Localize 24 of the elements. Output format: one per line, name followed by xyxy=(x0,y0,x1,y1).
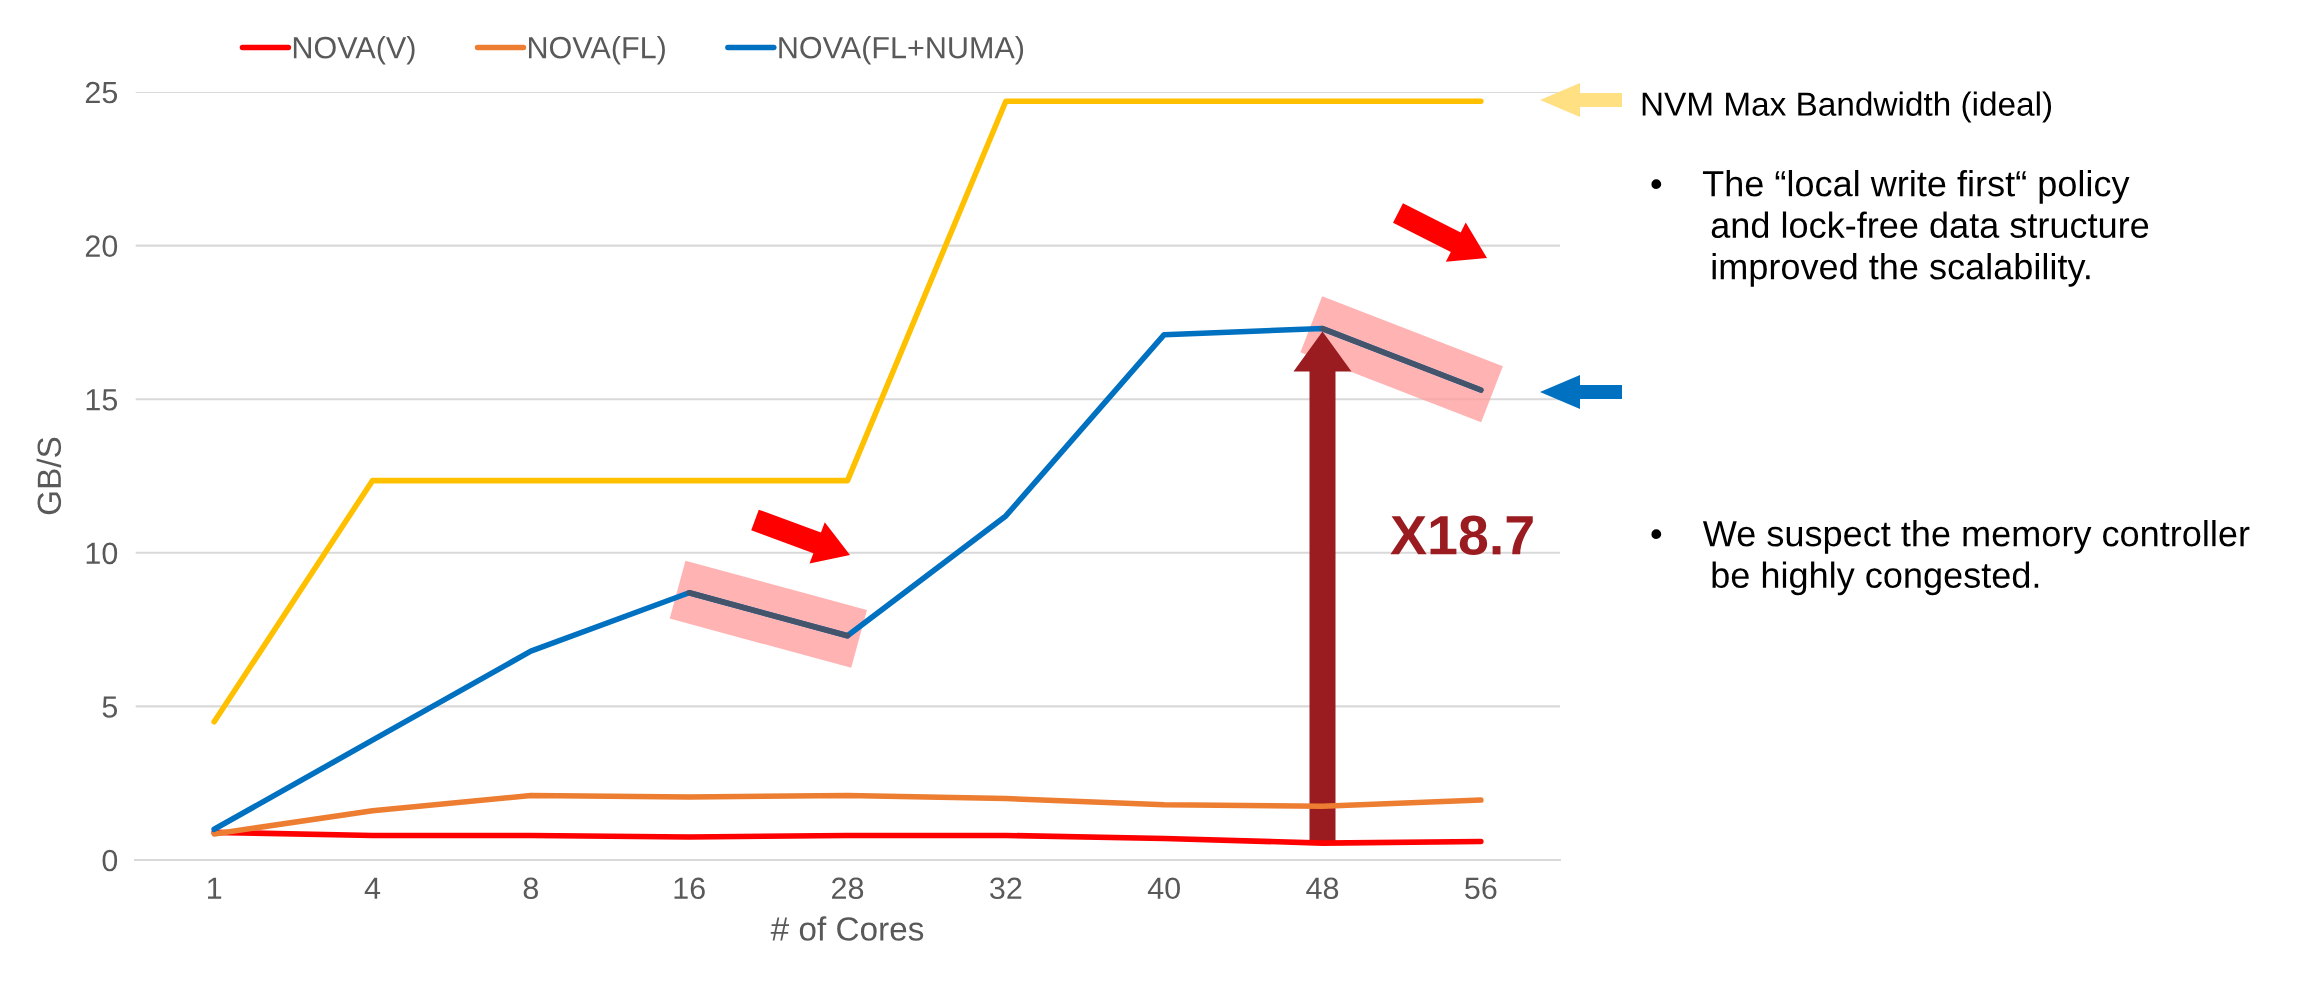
annotation: X18.7 xyxy=(1390,515,1533,555)
legend-label: NOVA(FL+NUMA) xyxy=(779,36,1024,65)
y-axis-title: GB/S xyxy=(36,437,62,515)
legend-label: NOVA(V) xyxy=(293,36,415,65)
x-tick-label: 48 xyxy=(1306,877,1339,900)
x-tick-label: 1 xyxy=(208,877,222,899)
x-tick-label: 28 xyxy=(832,877,864,900)
text: NVM Max Bandwidth (ideal) xyxy=(1642,91,2052,123)
y-tick-label: 20 xyxy=(85,235,118,257)
y-tick-label: 15 xyxy=(86,389,118,411)
x-tick-label: 32 xyxy=(990,877,1022,900)
legend-label: NOVA(FL) xyxy=(528,36,665,65)
x-tick-label: 8 xyxy=(523,877,538,900)
text: • The “local write first“ policy and lock-free data structure improved the scalability. xyxy=(1651,170,2149,287)
x-tick-label: 56 xyxy=(1465,877,1497,900)
x-tick-label: 4 xyxy=(364,877,381,899)
y-tick-label: 25 xyxy=(85,81,118,104)
y-tick-label: 0 xyxy=(102,849,118,872)
x-tick-label: 16 xyxy=(674,877,705,900)
x-tick-label: 40 xyxy=(1147,877,1180,900)
y-tick-label: 5 xyxy=(102,696,118,718)
x-axis-title: # of Cores xyxy=(770,916,924,941)
text: • We suspect the memory controller be highly congested. xyxy=(1651,520,2250,596)
y-tick-label: 10 xyxy=(86,542,118,565)
